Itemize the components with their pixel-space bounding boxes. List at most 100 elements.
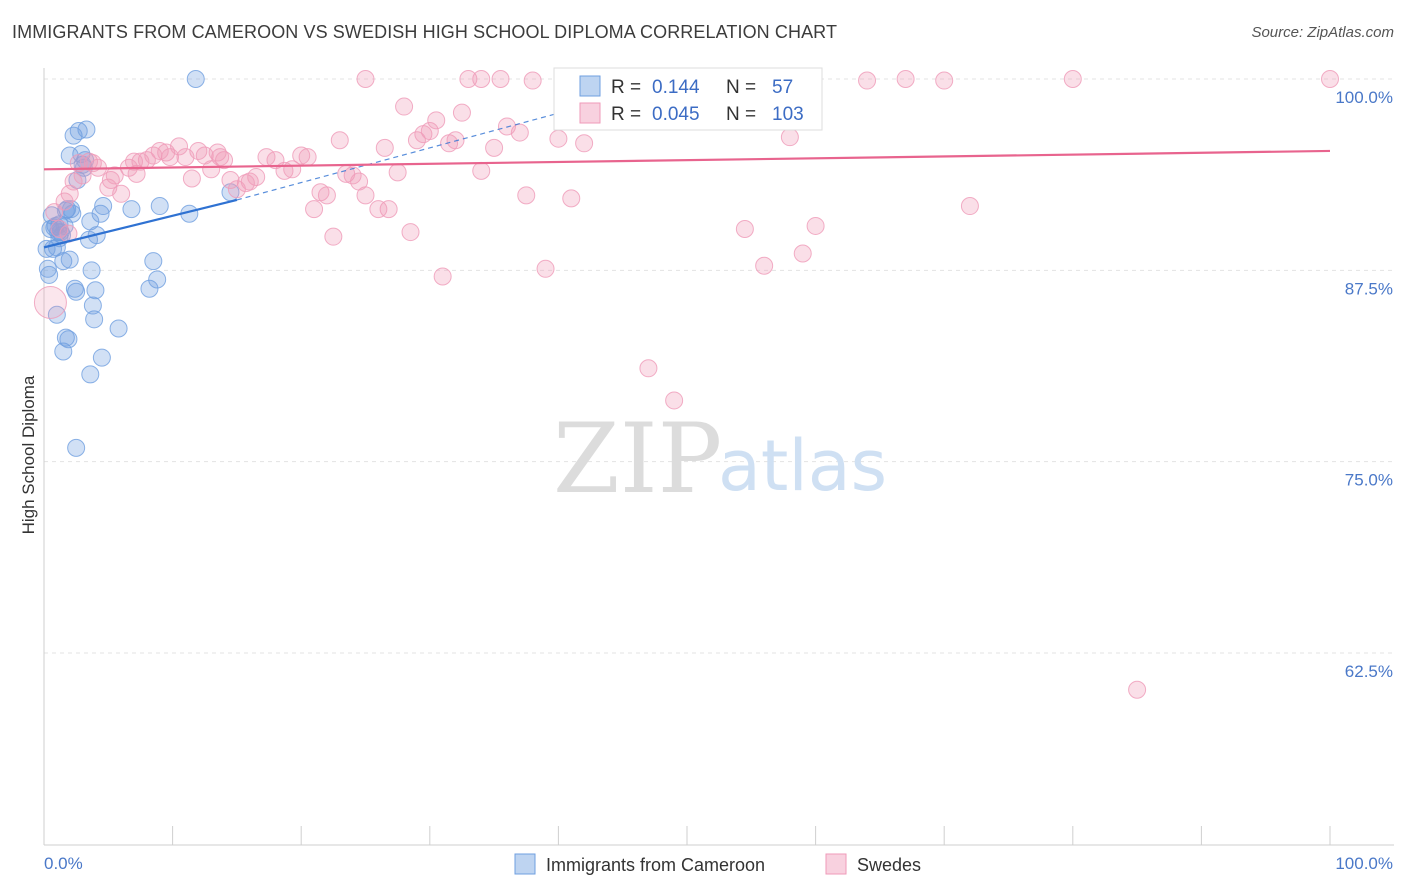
cameroon-point [38,259,57,278]
swedes-point [935,71,954,90]
cameroon-point [81,365,100,384]
swedes-point [517,186,536,205]
swedes-point [420,122,439,141]
cameroon-point [122,200,141,219]
swedes-point [298,148,317,167]
swedes-point [793,244,812,263]
cameroon-point [85,310,104,329]
swedes-point [150,141,169,160]
cameroon-point [83,296,102,315]
swedes-point [330,131,349,150]
cameroon-point [40,265,59,284]
stats-legend-box: R = 0.144 N = 57 R = 0.045 N = 103 [553,67,823,131]
x-tick-label-right: 100.0% [1335,854,1393,873]
swedes-point [780,128,799,147]
cameroon-point [67,438,86,457]
swedes-point [960,197,979,216]
tick-labels: 100.0% 87.5% 75.0% 62.5% 0.0% 100.0% [44,88,1393,873]
swedes-point [446,131,465,150]
x-tick-label-left: 0.0% [44,854,83,873]
swedes-point [375,138,394,157]
swedes-point [523,71,542,90]
grid-lines [44,78,1394,654]
swedes-point [317,186,336,205]
swedes-point [735,220,754,239]
swedes-point [401,223,420,242]
swedes-point [395,97,414,116]
y-tick-label: 100.0% [1335,88,1393,107]
swedes-point [562,189,581,208]
cameroon-trend-line [43,198,238,249]
swedes-point [549,129,568,148]
y-tick-label: 87.5% [1345,279,1393,298]
cameroon-point [94,197,113,216]
watermark-zip: ZIP [553,403,722,515]
swedes-trend-line [43,149,1331,171]
cameroon-point [59,330,78,349]
swedes-point [1063,70,1082,88]
stats-swatch [579,75,601,97]
swedes-point [211,148,230,167]
cameroon-point [144,252,163,271]
stats-n-label: N = [726,104,756,125]
legend-swatch [514,853,536,875]
stats-n-label: N = [726,77,756,98]
cameroon-point [65,279,84,298]
swedes-point [292,146,311,165]
swedes-point [388,163,407,182]
stats-box-frame [553,67,823,131]
swedes-point [202,160,221,179]
y-tick-label: 62.5% [1345,662,1393,681]
swedes-point [472,161,491,180]
cameroon-point [150,197,169,216]
cameroon-point [60,250,79,269]
legend-swatch [825,853,847,875]
cameroon-point [148,270,167,289]
source-credit: Source: ZipAtlas.com [1251,24,1394,41]
cameroon-point [109,319,128,338]
swedes-point [64,172,83,191]
swedes-point [575,134,594,153]
swedes-point [459,70,478,88]
swedes-point [491,70,510,88]
swedes-point [324,227,343,246]
swedes-point [1128,680,1147,699]
legend-label: Immigrants from Cameroon [546,855,765,875]
cameroon-trend-extension [236,95,623,201]
swedes-point [639,359,658,378]
swedes-point [356,70,375,88]
swedes-point [806,216,825,235]
swedes-point [101,171,120,190]
cameroon-point [82,261,101,280]
trend-lines [43,95,1331,249]
cameroon-point [92,348,111,367]
swedes-point [247,167,266,186]
swedes-point [356,186,375,205]
swedes-point [305,200,324,219]
watermark: ZIP atlas [553,403,887,515]
bottom-legend: Immigrants from Cameroon Swedes [514,853,921,875]
swedes-point [189,141,208,160]
swedes-point [369,200,388,219]
watermark-atlas: atlas [718,425,887,507]
swedes-point [50,220,69,239]
swedes-point [33,285,67,319]
stats-n-value: 57 [772,77,793,98]
cameroon-point [54,252,73,271]
swedes-point [536,259,555,278]
stats-r-label: R = [611,104,641,125]
swedes-point [379,200,398,219]
stats-r-label: R = [611,77,641,98]
swedes-point [433,267,452,286]
swedes-point [240,172,259,191]
y-axis-label: High School Diploma [19,375,38,534]
swedes-point [896,70,915,88]
swedes-point [755,256,774,275]
data-points [33,70,1339,699]
cameroon-point [69,122,88,141]
swedes-point [472,70,491,88]
stats-r-value: 0.045 [652,104,700,125]
cameroon-point [77,120,96,139]
stats-r-value: 0.144 [652,77,700,98]
